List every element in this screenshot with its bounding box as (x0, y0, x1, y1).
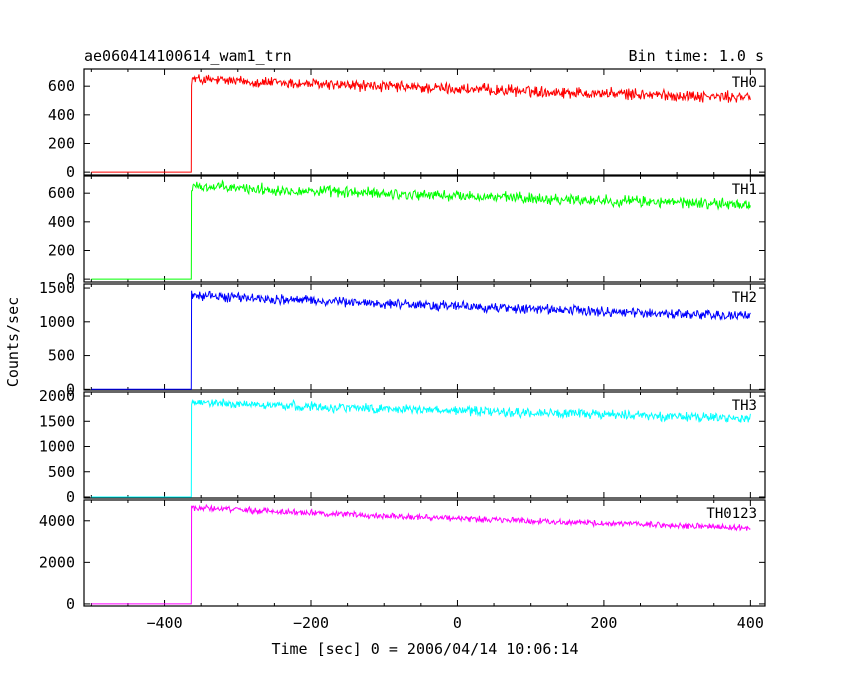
x-tick-label: −400 (146, 614, 182, 632)
panel-frame (83, 499, 766, 607)
chart-title: ae060414100614_wam1_trn (84, 47, 292, 65)
y-tick-label: 200 (48, 134, 75, 152)
x-tick-label: 0 (453, 614, 462, 632)
y-tick-label: 0 (66, 163, 75, 181)
panel-th0123: 0 2000 4000 TH0123 (39, 499, 766, 613)
y-tick-label: 0 (66, 488, 75, 506)
bin-time-label: Bin time: 1.0 s (629, 47, 764, 65)
panel-th0: 0 200 400 600 TH0 (48, 68, 766, 181)
series-label: TH3 (732, 398, 757, 414)
panels-group: 0 200 400 600 TH0 0 200 400 600 TH1 0 500 1000 1500 TH… (39, 68, 766, 632)
y-tick-label: 500 (48, 347, 75, 365)
panel-frame (83, 391, 766, 499)
series-line-th0123 (91, 503, 751, 605)
panel-frame (83, 175, 766, 283)
x-tick-label: 400 (737, 614, 764, 632)
x-tick-label: 200 (590, 614, 617, 632)
x-axis-title: Time [sec] 0 = 2006/04/14 10:06:14 (271, 640, 578, 658)
y-tick-label: 0 (66, 595, 75, 613)
y-tick-label: 4000 (39, 512, 75, 530)
y-tick-label: 600 (48, 184, 75, 202)
series-label: TH1 (732, 182, 757, 198)
series-line-th0 (91, 74, 751, 173)
panel-th3: 0 500 1000 1500 2000 TH3 (39, 387, 766, 506)
y-tick-label: 600 (48, 77, 75, 95)
panel-th1: 0 200 400 600 TH1 (48, 175, 766, 288)
y-tick-label: 400 (48, 106, 75, 124)
y-tick-label: 400 (48, 213, 75, 231)
y-tick-label: 1000 (39, 438, 75, 456)
y-tick-label: 200 (48, 241, 75, 259)
y-tick-label: 500 (48, 463, 75, 481)
y-tick-label: 0 (66, 270, 75, 288)
series-line-th1 (91, 179, 751, 280)
series-label: TH0123 (706, 506, 757, 522)
y-tick-label: 1000 (39, 313, 75, 331)
y-tick-label: 2000 (39, 387, 75, 405)
panel-th2: 0 500 1000 1500 TH2 (39, 279, 766, 398)
series-line-th3 (91, 398, 751, 498)
y-tick-label: 1500 (39, 279, 75, 297)
y-axis-title: Counts/sec (4, 297, 22, 387)
panel-frame (83, 283, 766, 391)
panel-frame (83, 68, 766, 176)
y-tick-label: 2000 (39, 553, 75, 571)
x-tick-label: −200 (293, 614, 329, 632)
y-tick-label: 1500 (39, 412, 75, 430)
series-label: TH2 (732, 290, 757, 306)
series-label: TH0 (732, 75, 757, 91)
y-tick-label: 0 (66, 380, 75, 398)
series-line-th2 (91, 290, 751, 390)
